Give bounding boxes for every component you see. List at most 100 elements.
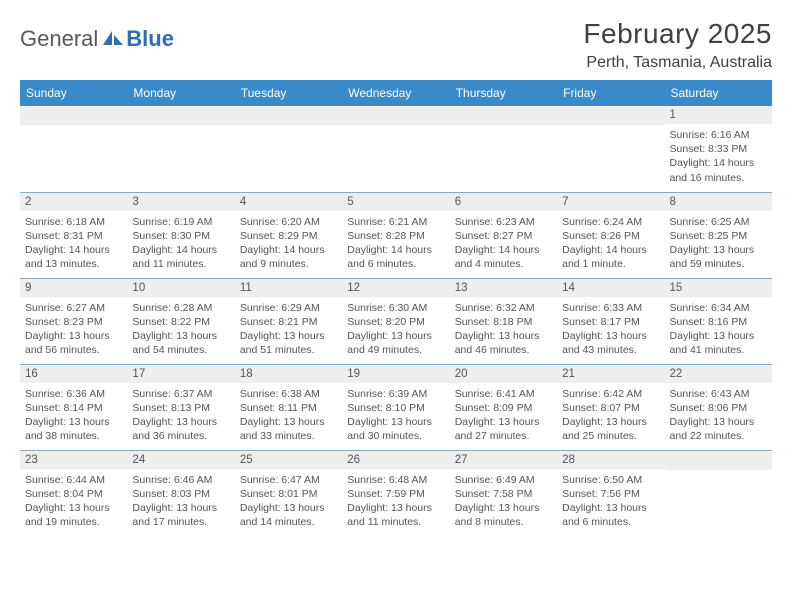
calendar-table: Sunday Monday Tuesday Wednesday Thursday… xyxy=(20,80,772,536)
calendar-day-cell: 15 Sunrise: 6:34 AMSunset: 8:16 PMDayligh… xyxy=(665,278,772,364)
calendar-day-cell: 21Sunrise: 6:42 AMSunset: 8:07 PMDayligh… xyxy=(557,364,664,450)
day-number: 18 xyxy=(235,365,342,383)
day-number: 28 xyxy=(557,451,664,469)
calendar-day-cell: 1Sunrise: 6:16 AMSunset: 8:33 PMDaylight… xyxy=(665,106,772,192)
day-number xyxy=(450,106,557,125)
weekday-header: Tuesday xyxy=(235,80,342,106)
daylight-text: Daylight: 13 hours and 38 minutes. xyxy=(25,415,122,443)
daylight-text: Daylight: 13 hours and 33 minutes. xyxy=(240,415,337,443)
sunrise-text: Sunrise: 6:47 AM xyxy=(240,473,337,487)
day-details: Sunrise: 6:19 AMSunset: 8:30 PMDaylight:… xyxy=(127,211,234,274)
weekday-header: Sunday xyxy=(20,80,127,106)
day-details: Sunrise: 6:21 AMSunset: 8:28 PMDaylight:… xyxy=(342,211,449,274)
calendar-week-row: 1Sunrise: 6:16 AMSunset: 8:33 PMDaylight… xyxy=(20,106,772,192)
sunset-text: Sunset: 8:26 PM xyxy=(562,229,659,243)
day-details: Sunrise: 6:36 AMSunset: 8:14 PMDaylight:… xyxy=(20,383,127,446)
sunrise-text: Sunrise: 6:38 AM xyxy=(240,387,337,401)
daylight-text: Daylight: 13 hours and 14 minutes. xyxy=(240,501,337,529)
sunset-text: Sunset: 8:09 PM xyxy=(455,401,552,415)
sunset-text: Sunset: 8:14 PM xyxy=(25,401,122,415)
day-number: 7 xyxy=(557,193,664,211)
day-number: 12 xyxy=(342,279,449,297)
calendar-week-row: 9Sunrise: 6:27 AMSunset: 8:23 PMDaylight… xyxy=(20,278,772,364)
day-details: Sunrise: 6:23 AMSunset: 8:27 PMDaylight:… xyxy=(450,211,557,274)
sunrise-text: Sunrise: 6:33 AM xyxy=(562,301,659,315)
sunrise-text: Sunrise: 6:19 AM xyxy=(132,215,229,229)
calendar-day-cell: 9Sunrise: 6:27 AMSunset: 8:23 PMDaylight… xyxy=(20,278,127,364)
sunset-text: Sunset: 8:13 PM xyxy=(132,401,229,415)
calendar-day-cell: 28Sunrise: 6:50 AMSunset: 7:56 PMDayligh… xyxy=(557,450,664,536)
calendar-day-cell: 26Sunrise: 6:48 AMSunset: 7:59 PMDayligh… xyxy=(342,450,449,536)
sunset-text: Sunset: 8:04 PM xyxy=(25,487,122,501)
daylight-text: Daylight: 13 hours and 59 minutes. xyxy=(670,243,767,271)
sunset-text: Sunset: 8:33 PM xyxy=(670,142,767,156)
logo-text-general: General xyxy=(20,26,98,52)
day-details: Sunrise: 6:24 AMSunset: 8:26 PMDaylight:… xyxy=(557,211,664,274)
sunset-text: Sunset: 8:21 PM xyxy=(240,315,337,329)
sunrise-text: Sunrise: 6:34 AM xyxy=(670,301,767,315)
day-details: Sunrise: 6:48 AMSunset: 7:59 PMDaylight:… xyxy=(342,469,449,532)
day-number: 15 xyxy=(665,279,772,297)
sunset-text: Sunset: 8:17 PM xyxy=(562,315,659,329)
day-number: 14 xyxy=(557,279,664,297)
calendar-day-cell: 19Sunrise: 6:39 AMSunset: 8:10 PMDayligh… xyxy=(342,364,449,450)
sunset-text: Sunset: 8:16 PM xyxy=(670,315,767,329)
day-details: Sunrise: 6:25 AMSunset: 8:25 PMDaylight:… xyxy=(665,211,772,274)
weekday-header: Monday xyxy=(127,80,234,106)
sunrise-text: Sunrise: 6:44 AM xyxy=(25,473,122,487)
daylight-text: Daylight: 13 hours and 54 minutes. xyxy=(132,329,229,357)
calendar-day-cell: 3Sunrise: 6:19 AMSunset: 8:30 PMDaylight… xyxy=(127,192,234,278)
day-number: 4 xyxy=(235,193,342,211)
day-number: 26 xyxy=(342,451,449,469)
title-block: February 2025 Perth, Tasmania, Australia xyxy=(583,18,772,72)
daylight-text: Daylight: 13 hours and 11 minutes. xyxy=(347,501,444,529)
calendar-day-cell: 18Sunrise: 6:38 AMSunset: 8:11 PMDayligh… xyxy=(235,364,342,450)
sunset-text: Sunset: 7:59 PM xyxy=(347,487,444,501)
daylight-text: Daylight: 13 hours and 6 minutes. xyxy=(562,501,659,529)
day-number: 23 xyxy=(20,451,127,469)
day-number: 27 xyxy=(450,451,557,469)
calendar-week-row: 2Sunrise: 6:18 AMSunset: 8:31 PMDaylight… xyxy=(20,192,772,278)
sunset-text: Sunset: 7:58 PM xyxy=(455,487,552,501)
sunset-text: Sunset: 8:31 PM xyxy=(25,229,122,243)
sunrise-text: Sunrise: 6:23 AM xyxy=(455,215,552,229)
weekday-header: Wednesday xyxy=(342,80,449,106)
day-number xyxy=(20,106,127,125)
day-details: Sunrise: 6:18 AMSunset: 8:31 PMDaylight:… xyxy=(20,211,127,274)
day-number: 22 xyxy=(665,365,772,383)
day-number: 8 xyxy=(665,193,772,211)
calendar-day-cell: 6Sunrise: 6:23 AMSunset: 8:27 PMDaylight… xyxy=(450,192,557,278)
month-title: February 2025 xyxy=(583,18,772,50)
calendar-day-cell: 10Sunrise: 6:28 AMSunset: 8:22 PMDayligh… xyxy=(127,278,234,364)
weekday-header: Saturday xyxy=(665,80,772,106)
calendar-day-cell: 4Sunrise: 6:20 AMSunset: 8:29 PMDaylight… xyxy=(235,192,342,278)
day-number: 9 xyxy=(20,279,127,297)
day-details: Sunrise: 6:28 AMSunset: 8:22 PMDaylight:… xyxy=(127,297,234,360)
sunrise-text: Sunrise: 6:42 AM xyxy=(562,387,659,401)
day-number: 25 xyxy=(235,451,342,469)
calendar-day-cell: 17Sunrise: 6:37 AMSunset: 8:13 PMDayligh… xyxy=(127,364,234,450)
daylight-text: Daylight: 14 hours and 16 minutes. xyxy=(670,156,767,184)
sunset-text: Sunset: 8:11 PM xyxy=(240,401,337,415)
calendar-day-cell: 14Sunrise: 6:33 AMSunset: 8:17 PMDayligh… xyxy=(557,278,664,364)
day-details: Sunrise: 6:37 AMSunset: 8:13 PMDaylight:… xyxy=(127,383,234,446)
daylight-text: Daylight: 13 hours and 8 minutes. xyxy=(455,501,552,529)
sunrise-text: Sunrise: 6:25 AM xyxy=(670,215,767,229)
logo-text-blue: Blue xyxy=(126,26,174,52)
sunset-text: Sunset: 8:06 PM xyxy=(670,401,767,415)
day-details: Sunrise: 6:47 AMSunset: 8:01 PMDaylight:… xyxy=(235,469,342,532)
sunrise-text: Sunrise: 6:39 AM xyxy=(347,387,444,401)
sunset-text: Sunset: 8:20 PM xyxy=(347,315,444,329)
day-details: Sunrise: 6:33 AMSunset: 8:17 PMDaylight:… xyxy=(557,297,664,360)
sunset-text: Sunset: 8:01 PM xyxy=(240,487,337,501)
calendar-day-cell: 8Sunrise: 6:25 AMSunset: 8:25 PMDaylight… xyxy=(665,192,772,278)
day-details: Sunrise: 6:38 AMSunset: 8:11 PMDaylight:… xyxy=(235,383,342,446)
day-details: Sunrise: 6:27 AMSunset: 8:23 PMDaylight:… xyxy=(20,297,127,360)
calendar-day-cell xyxy=(342,106,449,192)
day-details: Sunrise: 6:39 AMSunset: 8:10 PMDaylight:… xyxy=(342,383,449,446)
calendar-day-cell: 11Sunrise: 6:29 AMSunset: 8:21 PMDayligh… xyxy=(235,278,342,364)
daylight-text: Daylight: 13 hours and 41 minutes. xyxy=(670,329,767,357)
daylight-text: Daylight: 13 hours and 30 minutes. xyxy=(347,415,444,443)
weekday-header: Friday xyxy=(557,80,664,106)
day-number: 17 xyxy=(127,365,234,383)
